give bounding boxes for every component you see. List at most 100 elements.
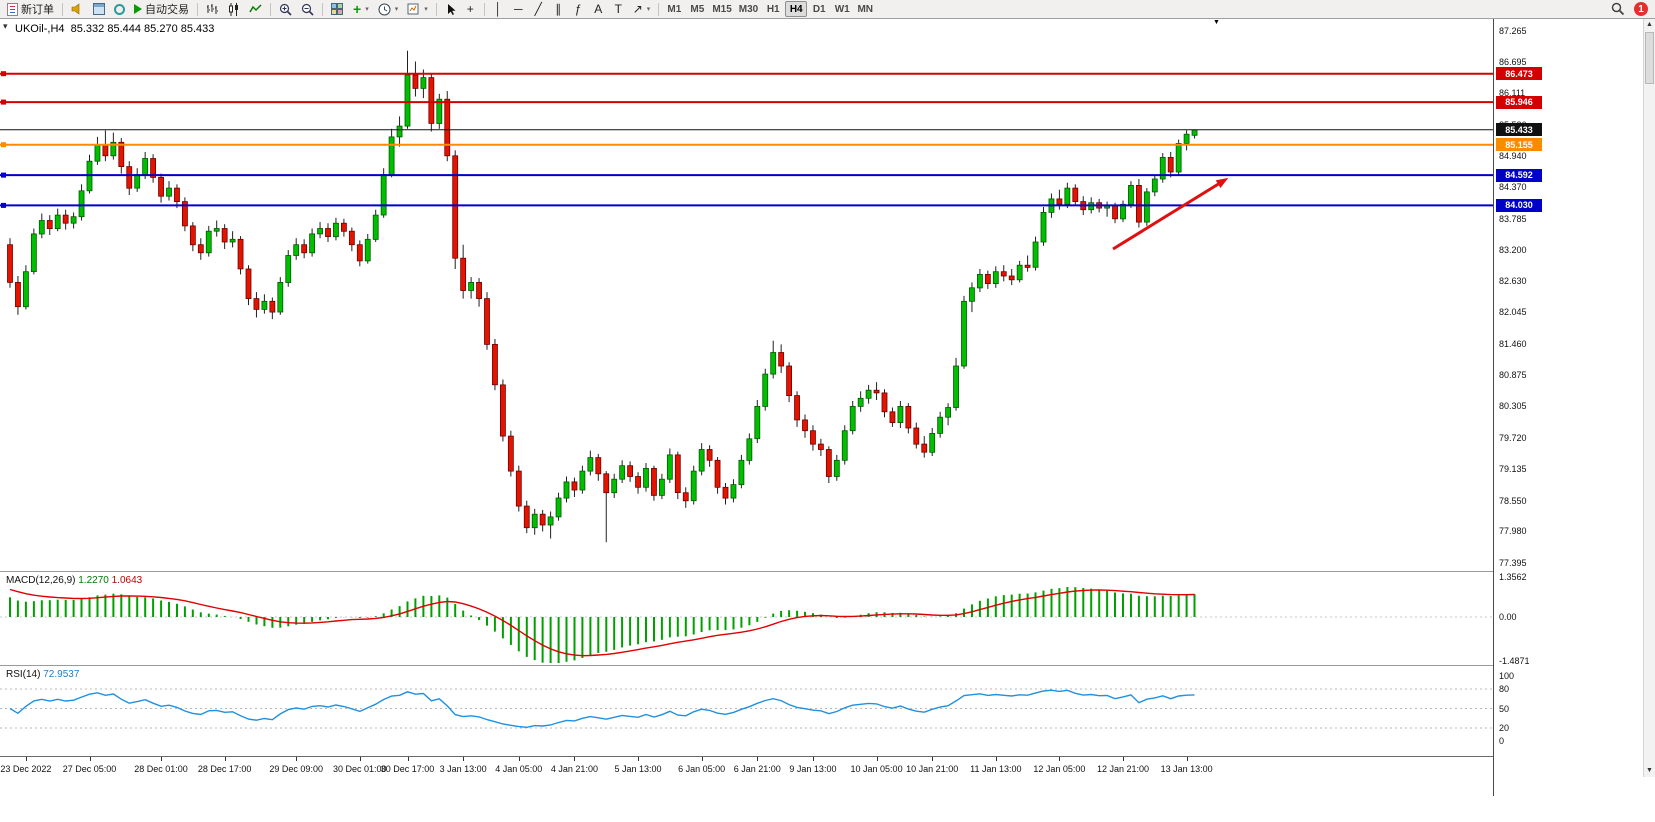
candlestick-chart[interactable]	[0, 19, 1493, 571]
macd-chart[interactable]	[0, 572, 1493, 665]
price-tick: 86.695	[1499, 56, 1527, 67]
scroll-down-arrow[interactable]: ▼	[1646, 767, 1653, 774]
candlestick-chart-button[interactable]	[224, 1, 244, 18]
price-chart-canvas[interactable]: ▾ UKOil-,H4 85.332 85.444 85.270 85.433 …	[0, 19, 1493, 571]
search-button[interactable]	[1607, 1, 1629, 18]
timeframe-d1-button[interactable]: D1	[808, 1, 830, 17]
rsi-chart[interactable]	[0, 666, 1493, 756]
timeframe-mn-button[interactable]: MN	[854, 1, 876, 17]
line-price-label: 84.592	[1496, 168, 1542, 182]
timeframe-m5-button[interactable]: M5	[686, 1, 708, 17]
timeframe-h4-button[interactable]: H4	[785, 1, 808, 17]
market-watch-icon	[93, 3, 105, 15]
time-tick	[1123, 757, 1124, 761]
bar-chart-icon	[207, 4, 218, 14]
rsi-label: RSI(14) 72.9537	[6, 669, 80, 680]
toolbar-separator	[658, 2, 660, 16]
time-axis[interactable]: 23 Dec 2022 27 Dec 05:00 28 Dec 01:00 28 De…	[0, 757, 1493, 779]
zoom-in-button[interactable]	[275, 1, 296, 18]
cursor-button[interactable]	[441, 1, 460, 18]
autotrading-button[interactable]: 自动交易	[130, 1, 193, 18]
price-tick: 79.720	[1499, 432, 1527, 443]
line-chart-icon	[249, 4, 262, 13]
text-tool-button[interactable]: A	[589, 1, 608, 18]
time-tick	[296, 757, 298, 761]
time-tick	[25, 757, 27, 761]
zoom-out-button[interactable]	[297, 1, 318, 18]
alerts-button[interactable]	[67, 1, 88, 18]
chart-shift-marker[interactable]: ▼	[1213, 19, 1220, 26]
timeframe-w1-button[interactable]: W1	[831, 1, 853, 17]
price-tick: 87.265	[1499, 26, 1527, 36]
toolbar-separator	[270, 2, 271, 16]
horizontal-line-icon: ─	[513, 2, 523, 16]
current-price-label: 85.433	[1496, 123, 1542, 137]
notification-badge[interactable]: 1	[1634, 2, 1648, 16]
templates-button[interactable]: ▾	[403, 1, 432, 18]
cursor-icon	[447, 3, 456, 15]
macd-panel[interactable]: MACD(12,26,9) 1.2270 1.0643	[0, 572, 1493, 665]
arrows-tool-button[interactable]: ↗ ▾	[629, 1, 655, 18]
crosshair-button[interactable]: +	[461, 1, 480, 18]
new-order-button[interactable]: 新订单	[3, 1, 58, 18]
vertical-scrollbar[interactable]: ▲ ▼	[1643, 19, 1655, 777]
toolbar-separator	[435, 2, 437, 16]
time-label: 6 Jan 05:00	[678, 764, 726, 774]
time-label: 3 Jan 13:00	[439, 764, 487, 774]
rsi-tick: 0	[1499, 736, 1505, 746]
rsi-panel[interactable]: RSI(14) 72.9537	[0, 666, 1493, 756]
macd-label: MACD(12,26,9) 1.2270 1.0643	[6, 575, 143, 586]
line-handle[interactable]	[1, 71, 6, 77]
horizontal-line-tool-button[interactable]: ─	[509, 1, 528, 18]
trendline-icon: ╱	[534, 2, 542, 16]
line-handle[interactable]	[1, 172, 6, 178]
scrollbar-thumb[interactable]	[1645, 32, 1654, 84]
trend-arrow-head	[1215, 177, 1229, 188]
community-button[interactable]	[110, 1, 129, 18]
macd-signal-value: 1.0643	[111, 575, 143, 586]
panel-splitter[interactable]	[0, 571, 1655, 572]
timeframe-m30-button[interactable]: M30	[736, 1, 761, 17]
channel-tool-button[interactable]: ∥	[549, 1, 568, 18]
periods-button[interactable]: ▾	[374, 1, 403, 18]
line-handle[interactable]	[1, 202, 6, 208]
fibonacci-tool-button[interactable]: ƒ	[569, 1, 588, 18]
time-tick	[518, 757, 520, 761]
candlestick-icon	[229, 2, 238, 16]
clock-icon	[378, 3, 391, 15]
tile-windows-button[interactable]	[327, 1, 348, 18]
trend-arrow[interactable]	[1112, 180, 1223, 251]
rsi-tick: 80	[1499, 684, 1510, 694]
time-tick	[638, 757, 640, 761]
one-click-trading-toggle[interactable]: ▾	[3, 21, 8, 31]
timeframe-m15-button[interactable]: M15	[709, 1, 734, 17]
scroll-up-arrow[interactable]: ▲	[1646, 21, 1653, 28]
bar-chart-button[interactable]	[202, 1, 223, 18]
autotrading-label: 自动交易	[145, 4, 189, 16]
line-handle[interactable]	[1, 142, 6, 148]
timeframe-m1-button[interactable]: M1	[663, 1, 685, 17]
trendline-tool-button[interactable]: ╱	[529, 1, 548, 18]
line-price-label: 85.155	[1496, 138, 1542, 152]
label-tool-button[interactable]: T	[609, 1, 628, 18]
macd-tick: -1.4871	[1499, 655, 1530, 666]
candlestick-series	[7, 50, 1198, 543]
market-watch-button[interactable]	[89, 1, 109, 18]
line-price-label: 84.030	[1496, 198, 1542, 212]
community-icon	[114, 3, 125, 15]
text-tool-icon: A	[594, 2, 603, 16]
rsi-tick: 50	[1499, 703, 1510, 714]
timeframe-h1-button[interactable]: H1	[762, 1, 784, 17]
panel-splitter[interactable]	[0, 665, 1655, 666]
vertical-line-tool-button[interactable]: │	[489, 1, 508, 18]
price-tick: 81.460	[1499, 338, 1527, 349]
indicators-button[interactable]: + ▾	[349, 1, 373, 18]
time-label: 12 Jan 05:00	[1033, 764, 1086, 774]
time-label: 28 Dec 17:00	[197, 764, 252, 774]
line-price-label: 86.473	[1496, 67, 1542, 81]
price-axis[interactable]: 87.26586.69586.11185.52684.94084.37083.7…	[1493, 19, 1643, 796]
price-tick: 86.111	[1499, 88, 1526, 99]
line-chart-button[interactable]	[245, 1, 266, 18]
line-handle[interactable]	[1, 99, 6, 105]
